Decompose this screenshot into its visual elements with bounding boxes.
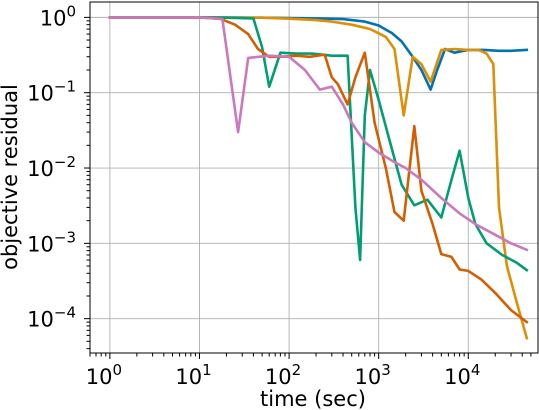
- y-tick-label: 10−2: [27, 153, 76, 181]
- x-tick-exponent: 4: [471, 361, 481, 379]
- y-tick-base: 10: [27, 157, 54, 181]
- x-tick-label: 102: [265, 361, 301, 389]
- series-line-2: [108, 16, 529, 340]
- y-tick-exponent: −2: [54, 153, 76, 171]
- x-tick-label: 101: [175, 361, 211, 389]
- y-tick-label: 10−4: [27, 304, 76, 332]
- y-tick-exponent: −4: [54, 304, 76, 322]
- x-tick-label: 100: [86, 361, 122, 389]
- x-tick-base: 10: [265, 365, 292, 389]
- x-tick-label: 104: [444, 361, 480, 389]
- x-tick-exponent: 2: [292, 361, 302, 379]
- y-tick-exponent: −1: [54, 78, 76, 96]
- y-tick-label: 10−3: [27, 228, 76, 256]
- y-tick-label: 100: [40, 2, 76, 30]
- y-tick-exponent: −3: [54, 228, 76, 246]
- x-tick-exponent: 3: [381, 361, 391, 379]
- ticks: [84, 16, 532, 359]
- x-tick-base: 10: [175, 365, 202, 389]
- series-line-5: [108, 16, 529, 252]
- y-tick-base: 10: [27, 308, 54, 332]
- y-tick-base: 10: [40, 6, 67, 30]
- y-tick-exponent: 0: [66, 2, 76, 20]
- plot-lines: [108, 16, 529, 340]
- y-tick-label: 10−1: [27, 78, 76, 106]
- series-line-4: [108, 16, 529, 324]
- x-tick-exponent: 0: [112, 361, 122, 379]
- series-line-3: [108, 16, 529, 273]
- x-axis-label: time (sec): [260, 387, 366, 410]
- plot-frame: [89, 1, 539, 354]
- y-tick-base: 10: [27, 82, 54, 106]
- y-axis-label: objective residual: [0, 84, 22, 270]
- x-tick-base: 10: [355, 365, 382, 389]
- x-tick-label: 103: [355, 361, 391, 389]
- x-tick-exponent: 1: [202, 361, 212, 379]
- y-tick-base: 10: [27, 232, 54, 256]
- x-tick-labels: 100 101 102 103 104: [86, 361, 481, 389]
- x-tick-base: 10: [86, 365, 113, 389]
- x-tick-base: 10: [444, 365, 471, 389]
